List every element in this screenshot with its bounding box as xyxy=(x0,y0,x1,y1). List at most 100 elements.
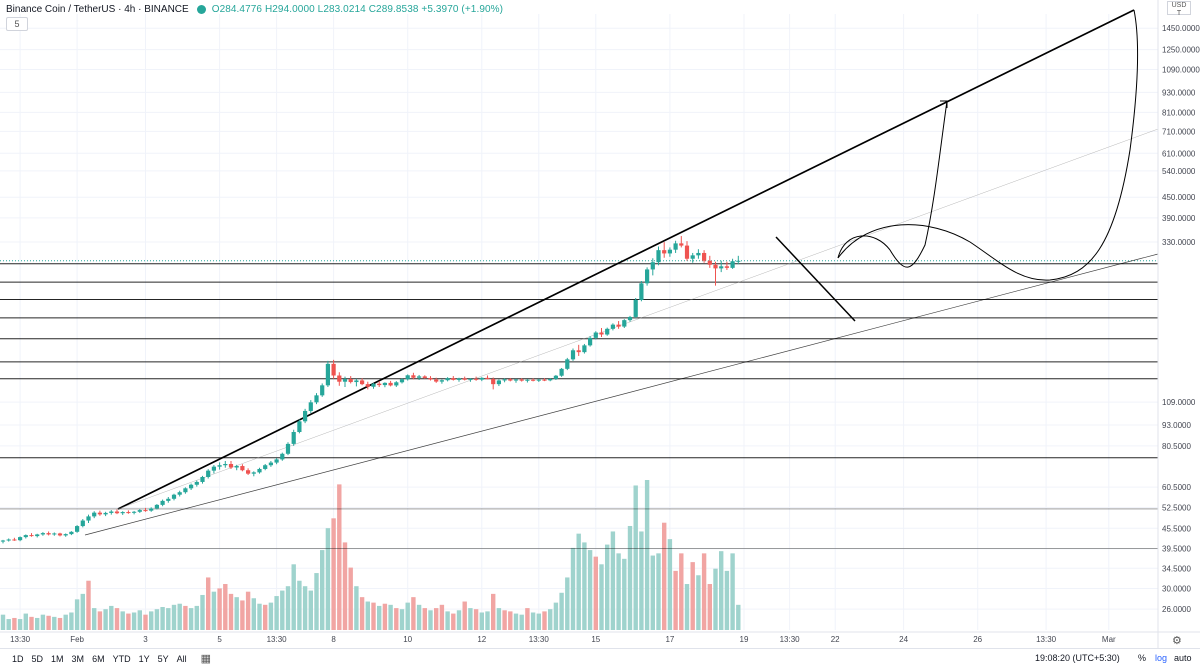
candle-body xyxy=(445,378,450,381)
volume-bar xyxy=(719,551,724,630)
y-tick-label: 610.0000 xyxy=(1162,149,1196,158)
x-tick-label: 12 xyxy=(477,635,486,644)
x-tick-label: 24 xyxy=(899,635,908,644)
candle-body xyxy=(263,465,268,469)
volume-bar xyxy=(513,613,519,630)
y-tick-label: 930.0000 xyxy=(1162,88,1196,97)
candle-body xyxy=(599,332,604,335)
volume-bar xyxy=(496,608,502,630)
candle-body xyxy=(257,468,262,473)
candle-body xyxy=(639,283,644,300)
candle-body xyxy=(23,535,28,538)
candle-body xyxy=(633,299,638,317)
candle-body xyxy=(63,534,68,536)
candle-body xyxy=(570,350,576,360)
candle-body xyxy=(40,533,45,535)
volume-bar xyxy=(40,614,46,630)
candle-body xyxy=(377,383,382,386)
range-5d-button[interactable]: 5D xyxy=(31,653,44,664)
percent-scale-toggle[interactable]: % xyxy=(1138,653,1147,663)
volume-bar xyxy=(536,613,541,630)
price-axis[interactable]: 1450.0000 1250.0000 1090.0000 930.0000 810.0… xyxy=(1157,0,1200,648)
volume-bar xyxy=(690,562,695,630)
range-1y-button[interactable]: 1Y xyxy=(138,653,150,664)
candle-body xyxy=(422,376,427,378)
volume-bar xyxy=(103,609,108,630)
volume-bar xyxy=(639,531,644,630)
legend-sep: · xyxy=(115,3,125,15)
volume-bar xyxy=(74,599,80,630)
candle-body xyxy=(690,255,695,259)
volume-bar xyxy=(217,588,222,630)
volume-bar xyxy=(228,593,234,630)
volume-bar xyxy=(280,590,285,630)
volume-bar xyxy=(302,586,308,630)
auto-scale-toggle[interactable]: auto xyxy=(1174,653,1192,663)
volume-bar xyxy=(348,567,353,630)
candle-body xyxy=(667,249,672,254)
candle-body xyxy=(200,476,205,482)
range-1m-button[interactable]: 1M xyxy=(51,653,64,664)
y-tick-label: 710.0000 xyxy=(1162,127,1196,136)
interval-label[interactable]: 4h xyxy=(124,3,136,15)
x-tick-label: Mar xyxy=(1102,635,1116,644)
candle-body xyxy=(177,492,182,495)
trend-lines xyxy=(84,9,1159,536)
candle-body xyxy=(679,243,684,246)
range-ytd-button[interactable]: YTD xyxy=(112,653,131,664)
candle-body xyxy=(525,379,530,381)
candle-body xyxy=(434,379,439,382)
x-tick-label: 13:30 xyxy=(780,635,801,644)
x-tick-label: 19 xyxy=(740,635,749,644)
candle-body xyxy=(542,379,547,381)
indicator-toggle-button[interactable]: 5 xyxy=(6,17,28,31)
volume-bar xyxy=(257,603,262,630)
volume-bar xyxy=(445,611,450,630)
mid-channel-line xyxy=(117,128,1159,510)
volume-bar xyxy=(610,531,616,630)
volume-bar xyxy=(525,608,530,630)
log-scale-toggle[interactable]: log xyxy=(1155,653,1168,663)
x-tick-label: 22 xyxy=(831,635,840,644)
volume-bar xyxy=(337,484,342,630)
volume-bar xyxy=(137,610,142,630)
time-axis[interactable]: 13:30 Feb 3 5 13:30 8 10 12 13:30 15 17 19 13:30 22 24… xyxy=(0,631,1200,644)
x-tick-label: 13:30 xyxy=(10,635,31,644)
volume-bar xyxy=(23,613,28,630)
candle-body xyxy=(52,533,57,535)
range-5y-button[interactable]: 5Y xyxy=(157,653,169,664)
chart-legend: Binance Coin / TetherUS · 4h · BINANCE O… xyxy=(6,2,503,16)
calendar-icon[interactable]: ▦ xyxy=(200,653,212,665)
candle-body xyxy=(160,500,165,505)
y-tick-label: 26.0000 xyxy=(1162,605,1191,614)
currency-badge[interactable]: USD T xyxy=(1167,1,1191,17)
clock-timezone[interactable]: 19:08:20 (UTC+5:30) xyxy=(1035,653,1120,663)
candle-body xyxy=(622,320,627,327)
volume-bar xyxy=(320,550,325,630)
candle-body xyxy=(57,533,63,536)
price-axis-bg xyxy=(1158,0,1200,648)
gear-icon[interactable]: ⚙ xyxy=(1172,635,1182,647)
volume-bar xyxy=(485,611,490,630)
volume-bar xyxy=(314,573,319,630)
candle-body xyxy=(724,266,729,268)
volume-bar xyxy=(382,603,388,630)
candle-body xyxy=(673,243,678,250)
range-3m-button[interactable]: 3M xyxy=(71,653,85,664)
candle-body xyxy=(736,260,741,262)
candle-body xyxy=(143,510,148,512)
range-1d-button[interactable]: 1D xyxy=(12,653,24,664)
candle-body xyxy=(582,345,587,353)
candle-body xyxy=(80,520,85,527)
range-all-button[interactable]: All xyxy=(176,653,187,664)
visibility-eye-icon[interactable] xyxy=(196,4,206,14)
candle-body xyxy=(29,535,34,537)
volume-bar xyxy=(456,610,462,630)
candle-body xyxy=(462,378,467,380)
y-tick-label: 60.5000 xyxy=(1162,483,1191,492)
y-tick-label: 52.5000 xyxy=(1162,504,1191,513)
symbol-title[interactable]: Binance Coin / TetherUS xyxy=(6,3,116,15)
range-6m-button[interactable]: 6M xyxy=(92,653,105,664)
